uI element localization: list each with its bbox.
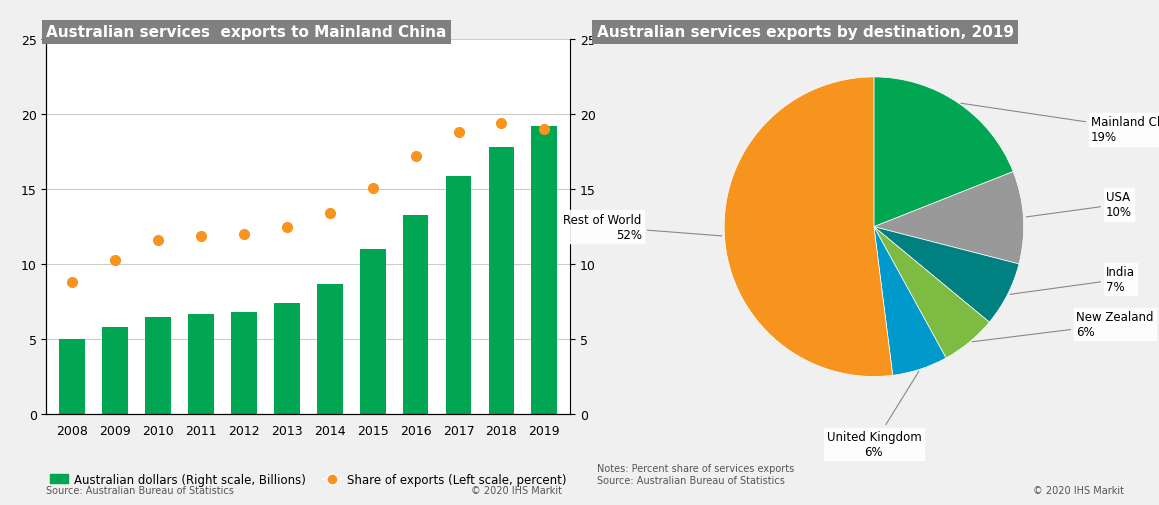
Bar	[59, 339, 85, 414]
Bar	[102, 327, 127, 414]
Text: USA
10%: USA 10%	[1026, 191, 1132, 219]
Bar	[532, 127, 557, 414]
Bar	[231, 313, 257, 414]
Wedge shape	[874, 227, 1019, 323]
Wedge shape	[874, 227, 946, 376]
Wedge shape	[874, 227, 990, 358]
Text: © 2020 IHS Markit: © 2020 IHS Markit	[471, 485, 562, 495]
Bar	[489, 148, 515, 414]
Bar	[316, 284, 343, 414]
Bar	[445, 176, 472, 414]
Bar	[274, 304, 300, 414]
Bar	[359, 249, 386, 414]
Wedge shape	[874, 172, 1023, 265]
Wedge shape	[874, 78, 1013, 227]
Text: Australian services  exports to Mainland China: Australian services exports to Mainland …	[46, 25, 446, 40]
Bar	[145, 317, 170, 414]
Text: United Kingdom
6%: United Kingdom 6%	[826, 372, 921, 458]
Text: Notes: Percent share of services exports
Source: Australian Bureau of Statistics: Notes: Percent share of services exports…	[597, 463, 794, 485]
Text: © 2020 IHS Markit: © 2020 IHS Markit	[1033, 485, 1124, 495]
Text: Source: Australian Bureau of Statistics: Source: Australian Bureau of Statistics	[46, 485, 234, 495]
Text: Mainland China
19%: Mainland China 19%	[961, 104, 1159, 144]
Text: India
7%: India 7%	[1011, 266, 1135, 295]
Bar	[402, 215, 429, 414]
Wedge shape	[724, 78, 892, 377]
Text: Rest of World
52%: Rest of World 52%	[563, 213, 722, 241]
Legend: Australian dollars (Right scale, Billions), Share of exports (Left scale, percen: Australian dollars (Right scale, Billion…	[45, 468, 571, 490]
Text: New Zealand
6%: New Zealand 6%	[972, 311, 1153, 342]
Text: Australian services exports by destination, 2019: Australian services exports by destinati…	[597, 25, 1014, 40]
Bar	[188, 314, 213, 414]
